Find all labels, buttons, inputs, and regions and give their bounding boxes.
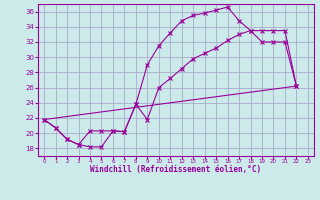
X-axis label: Windchill (Refroidissement éolien,°C): Windchill (Refroidissement éolien,°C) <box>91 165 261 174</box>
